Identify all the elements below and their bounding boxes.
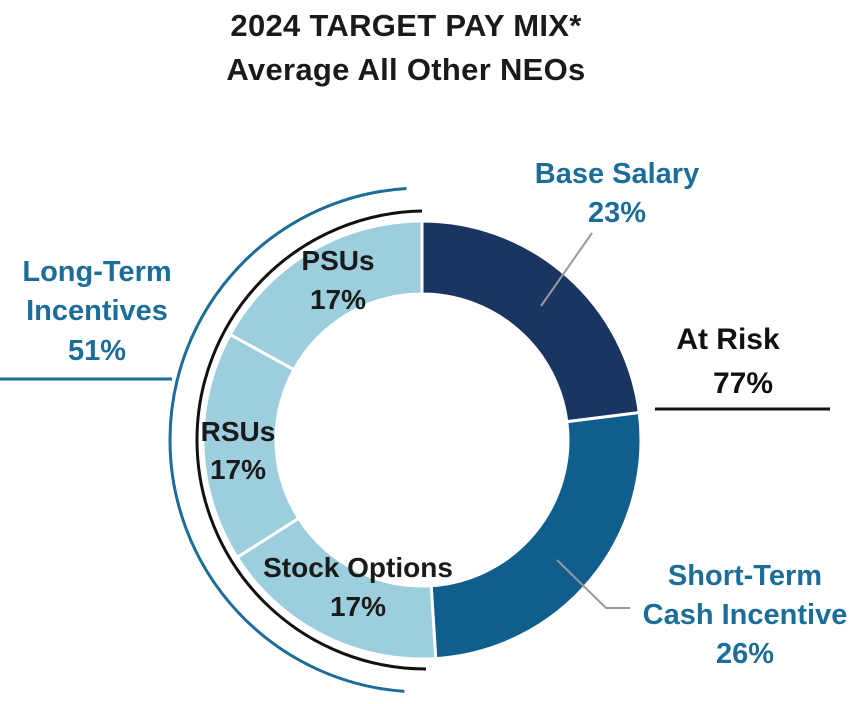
leader-line-base-salary bbox=[540, 232, 593, 307]
chart-title: 2024 TARGET PAY MIX* bbox=[230, 8, 582, 43]
value-short-term: 26% bbox=[716, 638, 774, 670]
label-short-term-line2: Cash Incentive bbox=[643, 599, 848, 631]
leader-line-short-term bbox=[556, 559, 630, 609]
value-base-salary: 23% bbox=[588, 197, 646, 229]
label-base-salary: Base Salary bbox=[535, 158, 699, 190]
slice-short-term-cash-incentive bbox=[429, 410, 643, 661]
value-at-risk: 77% bbox=[713, 367, 773, 400]
label-stock-options: Stock Options bbox=[263, 552, 453, 583]
slice-psus bbox=[228, 219, 424, 372]
value-psus: 17% bbox=[310, 284, 366, 315]
value-stock-options: 17% bbox=[330, 591, 386, 622]
label-at-risk: At Risk bbox=[676, 323, 780, 356]
bracket-long-term-arc bbox=[168, 186, 407, 693]
label-long-term-line2: Incentives bbox=[26, 295, 168, 327]
chart-subtitle: Average All Other NEOs bbox=[226, 52, 586, 87]
slice-base-salary bbox=[420, 219, 641, 424]
label-rsus: RSUs bbox=[201, 416, 276, 447]
value-long-term: 51% bbox=[68, 335, 126, 367]
label-long-term-line1: Long-Term bbox=[22, 256, 171, 288]
value-rsus: 17% bbox=[210, 454, 266, 485]
label-psus: PSUs bbox=[301, 245, 374, 276]
bracket-at-risk-arc bbox=[195, 209, 426, 671]
label-short-term-line1: Short-Term bbox=[668, 560, 822, 592]
